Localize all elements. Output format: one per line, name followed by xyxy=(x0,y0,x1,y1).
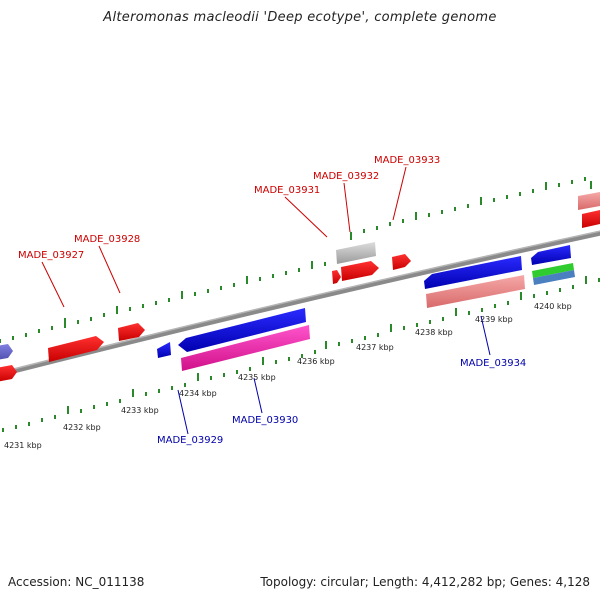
gene-feature xyxy=(578,192,600,210)
gene-feature xyxy=(0,365,17,382)
forward-callouts xyxy=(41,166,407,308)
gene-feature xyxy=(48,336,104,362)
genome-backbone xyxy=(0,230,600,378)
forward-features xyxy=(0,192,600,382)
scale-label: 4231 kbp xyxy=(4,441,42,450)
map-title: Alteromonas macleodii 'Deep ecotype', co… xyxy=(103,10,497,25)
gene-feature xyxy=(336,242,376,264)
scale-label: 4238 kbp xyxy=(415,328,453,337)
outer-scale-ticks xyxy=(0,177,592,343)
gene-label-made-03934: MADE_03934 xyxy=(460,358,526,369)
gene-label-made-03930: MADE_03930 xyxy=(232,415,298,426)
gene-feature xyxy=(0,344,13,360)
scale-label: 4235 kbp xyxy=(238,373,276,382)
gene-feature xyxy=(332,270,341,284)
gene-label-made-03927: MADE_03927 xyxy=(18,250,84,261)
scale-label: 4232 kbp xyxy=(63,423,101,432)
scale-label: 4237 kbp xyxy=(356,343,394,352)
scale-label: 4234 kbp xyxy=(179,389,217,398)
scale-label: 4233 kbp xyxy=(121,406,159,415)
scale-label: 4236 kbp xyxy=(297,357,335,366)
topology-summary: Topology: circular; Length: 4,412,282 bp… xyxy=(260,575,590,589)
gene-feature xyxy=(118,323,145,341)
gene-label-made-03931: MADE_03931 xyxy=(254,185,320,196)
gene-feature xyxy=(424,256,522,289)
inner-scale-ticks xyxy=(2,276,600,432)
gene-label-made-03928: MADE_03928 xyxy=(74,234,140,245)
gene-label-made-03929: MADE_03929 xyxy=(157,435,223,446)
gene-feature xyxy=(392,254,411,270)
gene-label-made-03933: MADE_03933 xyxy=(374,155,440,166)
accession-text: Accession: NC_011138 xyxy=(8,575,145,589)
gene-feature xyxy=(533,270,575,285)
gene-feature xyxy=(341,261,379,281)
reverse-features xyxy=(157,245,575,371)
gene-feature xyxy=(181,325,310,371)
gene-feature xyxy=(426,275,525,308)
gene-feature xyxy=(532,263,574,278)
scale-labels: 4231 kbp 4232 kbp 4233 kbp 4234 kbp 4235… xyxy=(4,302,572,450)
gene-feature xyxy=(582,210,600,228)
scale-label: 4240 kbp xyxy=(534,302,572,311)
gene-feature xyxy=(178,308,306,352)
gene-labels: MADE_03927 MADE_03928 MADE_03931 MADE_03… xyxy=(18,155,526,446)
gene-label-made-03932: MADE_03932 xyxy=(313,171,379,182)
gene-feature xyxy=(531,245,571,265)
scale-label: 4239 kbp xyxy=(475,315,513,324)
reverse-callouts xyxy=(177,315,491,435)
gene-feature xyxy=(157,342,171,358)
